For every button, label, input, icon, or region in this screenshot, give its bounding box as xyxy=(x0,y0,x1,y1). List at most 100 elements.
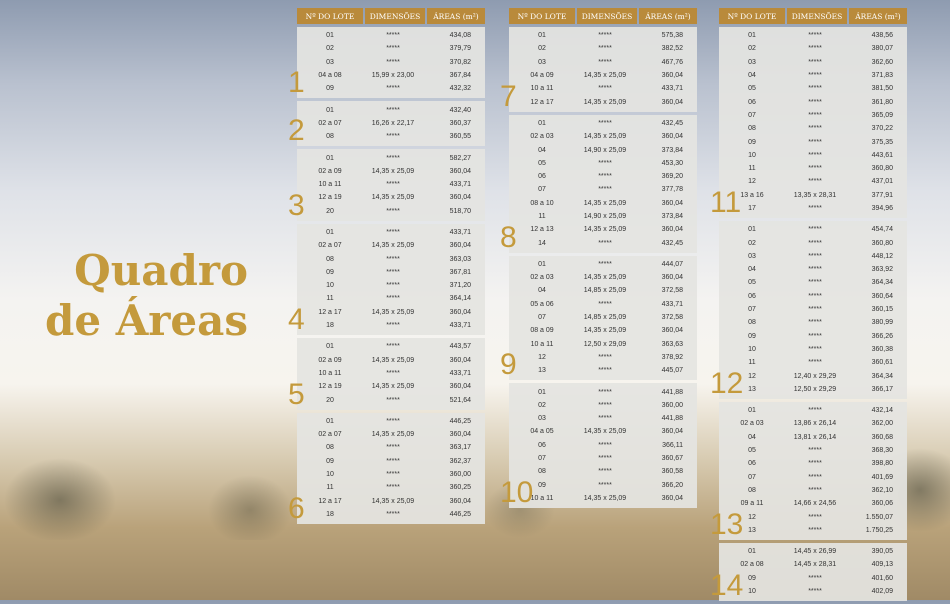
area: 432,45 xyxy=(661,239,683,247)
table-row: 12 ***** 378,92 xyxy=(509,351,697,364)
area: 434,08 xyxy=(449,32,471,40)
area: 360,04 xyxy=(661,199,683,207)
dimensions: ***** xyxy=(386,369,400,377)
dimensions: 14,66 x 24,56 xyxy=(793,500,837,508)
lot-number: 01 xyxy=(748,548,756,556)
area: 433,71 xyxy=(661,85,683,93)
lot-number: 12 xyxy=(538,353,546,361)
table-row: 02 ***** 382,52 xyxy=(509,42,697,55)
table-row: 02 a 03 14,35 x 25,09 360,04 xyxy=(509,271,697,284)
table-row: 18 ***** 446,25 xyxy=(297,508,485,521)
table-row: 07 ***** 360,15 xyxy=(719,303,907,316)
lot-number: 13 xyxy=(748,526,756,534)
area: 432,40 xyxy=(449,106,471,114)
table-row: 13 a 16 13,35 x 28,31 377,91 xyxy=(719,189,907,202)
dimensions: 14,45 x 28,31 xyxy=(793,561,837,569)
dimensions: ***** xyxy=(808,345,822,353)
lot-number: 13 xyxy=(538,367,546,375)
lot-number: 12 a 19 xyxy=(318,383,342,391)
dimensions: ***** xyxy=(386,295,400,303)
area: 375,35 xyxy=(871,138,893,146)
table-row: 01 ***** 443,57 xyxy=(297,340,485,353)
lot-number: 08 a 09 xyxy=(530,327,554,335)
dimensions: 14,35 x 25,09 xyxy=(583,226,627,234)
area: 362,60 xyxy=(871,58,893,66)
area: 366,11 xyxy=(662,441,683,449)
table-row: 10 ***** 402,09 xyxy=(719,585,907,598)
area: 360,37 xyxy=(449,119,471,127)
dimensions: 12,50 x 29,29 xyxy=(793,385,837,393)
dimensions: ***** xyxy=(808,513,822,521)
lot-number: 10 a 11 xyxy=(318,181,342,189)
lot-number: 03 xyxy=(538,415,546,423)
area: 360,04 xyxy=(661,133,683,141)
lot-number: 10 a 11 xyxy=(530,85,554,93)
block-7: 01 ***** 575,38 02 ***** 382,52 03 ***** 467,76 0… xyxy=(500,27,697,112)
area: 360,80 xyxy=(871,239,893,247)
lot-number: 11 xyxy=(748,165,756,173)
dimensions: ***** xyxy=(808,447,822,455)
lot-number: 12 a 17 xyxy=(318,308,342,316)
table-header: Nº DO LOTE DIMENSÕES ÁREAS (m²) xyxy=(719,8,907,24)
table-row: 11 ***** 364,14 xyxy=(297,292,485,305)
area: 432,14 xyxy=(871,407,893,415)
table-row: 10 a 11 ***** 433,71 xyxy=(509,82,697,95)
dimensions: 14,85 x 25,09 xyxy=(583,287,627,295)
dimensions: ***** xyxy=(386,106,400,114)
lot-number: 02 a 07 xyxy=(318,431,342,439)
table-row: 03 ***** 448,12 xyxy=(719,250,907,263)
table-row: 04 a 09 14,35 x 25,09 360,04 xyxy=(509,69,697,82)
dimensions: ***** xyxy=(808,279,822,287)
lot-number: 07 xyxy=(538,186,546,194)
area: 364,34 xyxy=(871,372,893,380)
dimensions: 14,35 x 25,09 xyxy=(583,274,627,282)
lot-number: 02 xyxy=(326,45,334,53)
area: 448,12 xyxy=(871,252,893,260)
table-row: 08 ***** 363,03 xyxy=(297,252,485,265)
table-row: 03 ***** 370,82 xyxy=(297,56,485,69)
table-row: 12 a 19 14,35 x 25,09 360,04 xyxy=(297,380,485,393)
area: 360,04 xyxy=(661,98,683,106)
table-row: 02 a 03 14,35 x 25,09 360,04 xyxy=(509,130,697,143)
area: 433,71 xyxy=(449,229,471,236)
lot-number: 03 xyxy=(326,58,334,66)
dimensions: ***** xyxy=(808,138,822,146)
table-row: 12 a 17 14,35 x 25,09 360,04 xyxy=(509,95,697,108)
area-table-2: Nº DO LOTE DIMENSÕES ÁREAS (m²) 01 ***** 575,… xyxy=(500,8,697,511)
lot-number: 01 xyxy=(326,417,334,425)
lot-number: 10 a 11 xyxy=(530,494,554,502)
table-row: 06 ***** 369,20 xyxy=(509,170,697,183)
lot-number: 07 xyxy=(538,314,546,322)
block-5: 01 ***** 443,57 02 a 09 14,35 x 25,09 360,04 1… xyxy=(288,338,485,410)
dimensions: ***** xyxy=(808,407,822,415)
dimensions: ***** xyxy=(386,343,400,351)
dimensions: ***** xyxy=(386,133,400,141)
dimensions: ***** xyxy=(386,484,400,492)
lot-number: 07 xyxy=(748,111,756,119)
dimensions: ***** xyxy=(386,322,400,330)
area: 378,92 xyxy=(661,353,683,361)
dimensions: 14,85 x 25,09 xyxy=(583,314,627,322)
table-row: 08 ***** 363,17 xyxy=(297,441,485,454)
area: 360,04 xyxy=(449,167,471,175)
table-row: 10 a 11 12,50 x 29,09 363,63 xyxy=(509,338,697,351)
lot-number: 01 xyxy=(538,32,546,40)
block-number: 1 xyxy=(288,66,305,100)
lot-number: 02 a 09 xyxy=(318,167,342,175)
lot-number: 09 xyxy=(748,574,756,582)
table-row: 07 ***** 360,67 xyxy=(509,452,697,465)
lot-number: 13 a 16 xyxy=(740,191,764,199)
dimensions: ***** xyxy=(808,205,822,212)
lot-number: 04 a 09 xyxy=(530,72,554,80)
area: 360,61 xyxy=(871,359,893,367)
dimensions: ***** xyxy=(808,486,822,494)
table-row: 01 ***** 446,25 xyxy=(297,415,485,428)
lot-number: 12 xyxy=(748,372,756,380)
block-number: 11 xyxy=(710,186,742,220)
table-row: 02 a 07 14,35 x 25,09 360,04 xyxy=(297,428,485,441)
dimensions: ***** xyxy=(386,45,400,53)
lot-number: 02 a 09 xyxy=(318,356,342,364)
area-table-1: Nº DO LOTE DIMENSÕES ÁREAS (m²) 01 ***** 434,… xyxy=(288,8,485,527)
table-row: 04 14,90 x 25,09 373,84 xyxy=(509,143,697,156)
table-row: 02 ***** 360,80 xyxy=(719,236,907,249)
